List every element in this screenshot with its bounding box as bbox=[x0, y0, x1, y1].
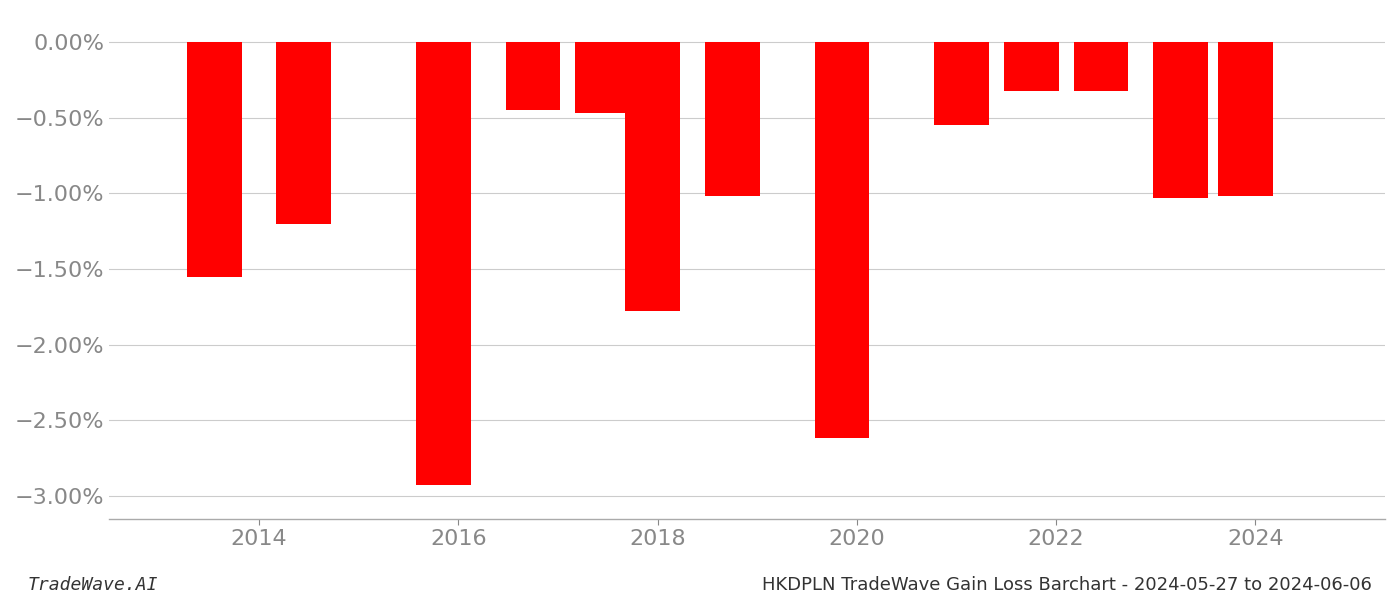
Text: TradeWave.AI: TradeWave.AI bbox=[28, 576, 158, 594]
Text: HKDPLN TradeWave Gain Loss Barchart - 2024-05-27 to 2024-06-06: HKDPLN TradeWave Gain Loss Barchart - 20… bbox=[762, 576, 1372, 594]
Bar bbox=[815, 42, 869, 439]
Bar bbox=[934, 42, 988, 125]
Bar bbox=[505, 42, 560, 110]
Bar bbox=[1218, 42, 1273, 196]
Bar bbox=[1154, 42, 1208, 198]
Bar bbox=[704, 42, 760, 196]
Bar bbox=[416, 42, 470, 485]
Bar bbox=[575, 42, 630, 113]
Bar bbox=[1074, 42, 1128, 91]
Bar bbox=[186, 42, 242, 277]
Bar bbox=[276, 42, 332, 224]
Bar bbox=[626, 42, 680, 311]
Bar bbox=[1004, 42, 1058, 91]
